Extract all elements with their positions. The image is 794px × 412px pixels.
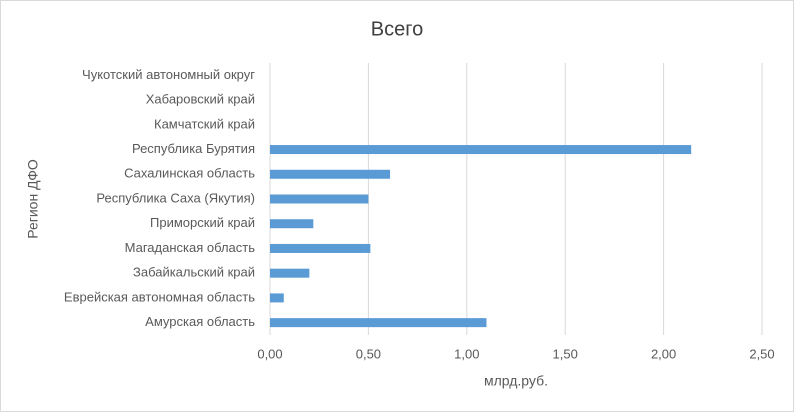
x-tick-label: 2,50 <box>749 346 774 361</box>
bar <box>270 145 692 155</box>
y-tick-label: Еврейская автономная область <box>64 289 255 304</box>
bar <box>270 268 310 278</box>
y-tick-label: Республика Саха (Якутия) <box>96 190 255 205</box>
y-tick-label: Республика Бурятия <box>132 141 255 156</box>
x-axis-title: млрд.руб. <box>484 373 548 389</box>
x-tick-label: 0,00 <box>257 346 282 361</box>
chart-title: Всего <box>371 18 423 40</box>
y-tick-label: Амурская область <box>145 314 255 329</box>
y-tick-label: Забайкальский край <box>133 265 255 280</box>
bar <box>270 318 487 328</box>
y-tick-label: Чукотский автономный округ <box>82 67 255 82</box>
x-tick-label: 1,00 <box>454 346 479 361</box>
y-tick-label: Хабаровский край <box>146 92 255 107</box>
bar <box>270 293 284 303</box>
bar <box>270 219 314 229</box>
y-axis-title: Регион ДФО <box>25 159 41 239</box>
bar <box>270 243 371 253</box>
y-tick-label: Магаданская область <box>125 240 256 255</box>
x-tick-label: 2,00 <box>651 346 676 361</box>
x-tick-label: 1,50 <box>553 346 578 361</box>
bar <box>270 169 391 179</box>
y-tick-label: Сахалинская область <box>124 166 255 181</box>
x-tick-label: 0,50 <box>356 346 381 361</box>
y-tick-label: Приморский край <box>150 215 255 230</box>
y-tick-label: Камчатский край <box>154 116 255 131</box>
bar <box>270 194 369 204</box>
